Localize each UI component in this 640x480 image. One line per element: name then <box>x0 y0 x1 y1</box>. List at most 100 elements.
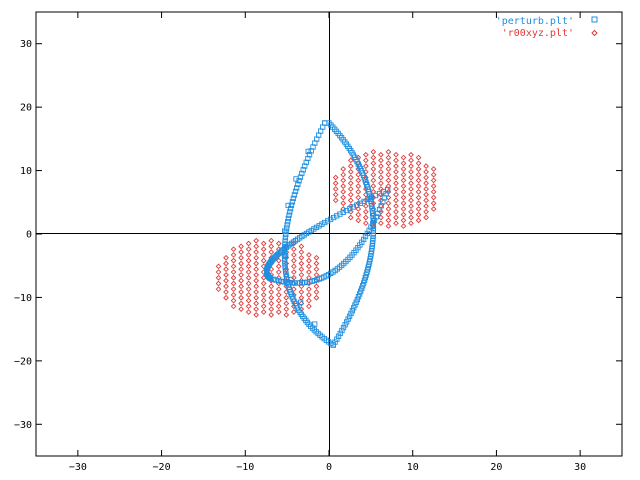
data-point-r00xyz <box>370 166 377 172</box>
y-tick-label: 20 <box>20 103 32 114</box>
data-point-r00xyz <box>275 269 282 275</box>
data-point-r00xyz <box>245 263 252 270</box>
data-point-r00xyz <box>370 154 377 161</box>
data-point-r00xyz <box>355 188 362 195</box>
data-point-perturb <box>346 313 353 319</box>
data-point-r00xyz <box>408 174 414 181</box>
data-point-perturb <box>273 277 279 283</box>
data-point-r00xyz <box>215 286 222 293</box>
data-point-r00xyz <box>253 294 260 301</box>
x-tick-label: 20 <box>490 462 502 473</box>
data-point-r00xyz <box>400 154 407 161</box>
data-point-perturb <box>324 218 331 224</box>
data-point-r00xyz <box>362 203 369 209</box>
data-point-r00xyz <box>253 300 260 307</box>
data-point-r00xyz <box>253 289 260 295</box>
data-point-r00xyz <box>385 200 392 207</box>
data-point-perturb <box>358 288 364 294</box>
data-point-perturb <box>339 327 345 334</box>
data-point-r00xyz <box>253 272 260 278</box>
data-point-r00xyz <box>423 180 429 187</box>
data-point-r00xyz <box>347 169 354 175</box>
data-point-r00xyz <box>415 211 422 218</box>
data-point-r00xyz <box>306 286 312 293</box>
data-point-r00xyz <box>423 174 429 181</box>
data-point-r00xyz <box>423 203 429 209</box>
data-point-r00xyz <box>400 200 407 207</box>
data-point-r00xyz <box>245 286 252 293</box>
data-point-r00xyz <box>260 309 267 315</box>
data-point-r00xyz <box>400 206 407 212</box>
data-point-r00xyz <box>378 169 384 175</box>
data-point-r00xyz <box>260 240 267 247</box>
data-point-r00xyz <box>370 149 377 155</box>
data-point-perturb <box>370 221 376 227</box>
data-point-r00xyz <box>223 260 229 267</box>
data-point-r00xyz <box>378 157 384 164</box>
legend-label-r00xyz: 'r00xyz.plt' <box>502 28 574 39</box>
x-tick-label: 30 <box>574 462 586 473</box>
data-point-r00xyz <box>332 197 339 204</box>
data-point-r00xyz <box>385 149 392 155</box>
data-point-r00xyz <box>415 206 422 212</box>
data-point-r00xyz <box>340 200 347 207</box>
data-point-r00xyz <box>230 252 237 258</box>
series-perturb <box>263 120 391 348</box>
data-point-perturb <box>353 299 359 305</box>
data-point-r00xyz <box>215 269 222 275</box>
data-point-perturb <box>281 246 288 252</box>
data-point-r00xyz <box>260 286 267 293</box>
data-point-r00xyz <box>393 214 399 221</box>
data-point-perturb <box>340 324 347 331</box>
data-point-r00xyz <box>283 306 290 312</box>
data-point-r00xyz <box>400 183 407 189</box>
y-tick-label: 30 <box>20 39 32 50</box>
data-point-r00xyz <box>275 286 282 293</box>
data-point-r00xyz <box>253 260 260 267</box>
data-point-r00xyz <box>385 223 392 229</box>
data-point-r00xyz <box>238 289 244 295</box>
data-point-r00xyz <box>340 171 347 178</box>
data-point-r00xyz <box>253 277 260 284</box>
data-point-r00xyz <box>400 223 407 229</box>
data-point-r00xyz <box>245 280 252 287</box>
data-point-r00xyz <box>245 274 252 281</box>
data-point-r00xyz <box>268 300 275 307</box>
axis-ticks: −30 −20 −10 0 10 20 30 −30 −20 −10 0 10 20 30 <box>14 12 622 473</box>
data-point-r00xyz <box>340 166 347 172</box>
data-point-r00xyz <box>230 297 237 304</box>
data-point-r00xyz <box>408 163 414 169</box>
data-point-r00xyz <box>223 266 229 273</box>
data-point-r00xyz <box>415 217 422 224</box>
data-point-r00xyz <box>291 309 297 315</box>
data-point-r00xyz <box>393 169 399 175</box>
data-point-r00xyz <box>423 197 429 204</box>
data-point-r00xyz <box>430 171 437 178</box>
data-point-perturb <box>316 223 322 229</box>
data-point-r00xyz <box>393 180 399 187</box>
data-point-r00xyz <box>355 177 362 184</box>
data-point-r00xyz <box>385 183 392 189</box>
data-point-r00xyz <box>408 208 414 215</box>
data-point-perturb <box>282 258 288 264</box>
data-point-r00xyz <box>298 272 305 278</box>
data-point-r00xyz <box>291 263 297 270</box>
data-point-r00xyz <box>313 294 320 301</box>
data-point-perturb <box>359 285 365 292</box>
data-point-r00xyz <box>268 283 275 290</box>
data-point-r00xyz <box>298 266 305 273</box>
data-point-r00xyz <box>298 289 305 295</box>
data-point-perturb <box>363 272 369 278</box>
data-point-r00xyz <box>415 166 422 172</box>
data-point-r00xyz <box>238 254 244 261</box>
data-point-r00xyz <box>393 203 399 209</box>
data-point-perturb <box>356 291 363 297</box>
legend-label-perturb: 'perturb.plt' <box>496 16 574 27</box>
data-point-r00xyz <box>408 191 414 198</box>
data-point-r00xyz <box>340 183 347 189</box>
data-point-r00xyz <box>253 254 260 261</box>
data-point-r00xyz <box>385 177 392 184</box>
data-point-r00xyz <box>260 280 267 287</box>
data-point-r00xyz <box>400 188 407 195</box>
data-point-r00xyz <box>423 163 429 169</box>
